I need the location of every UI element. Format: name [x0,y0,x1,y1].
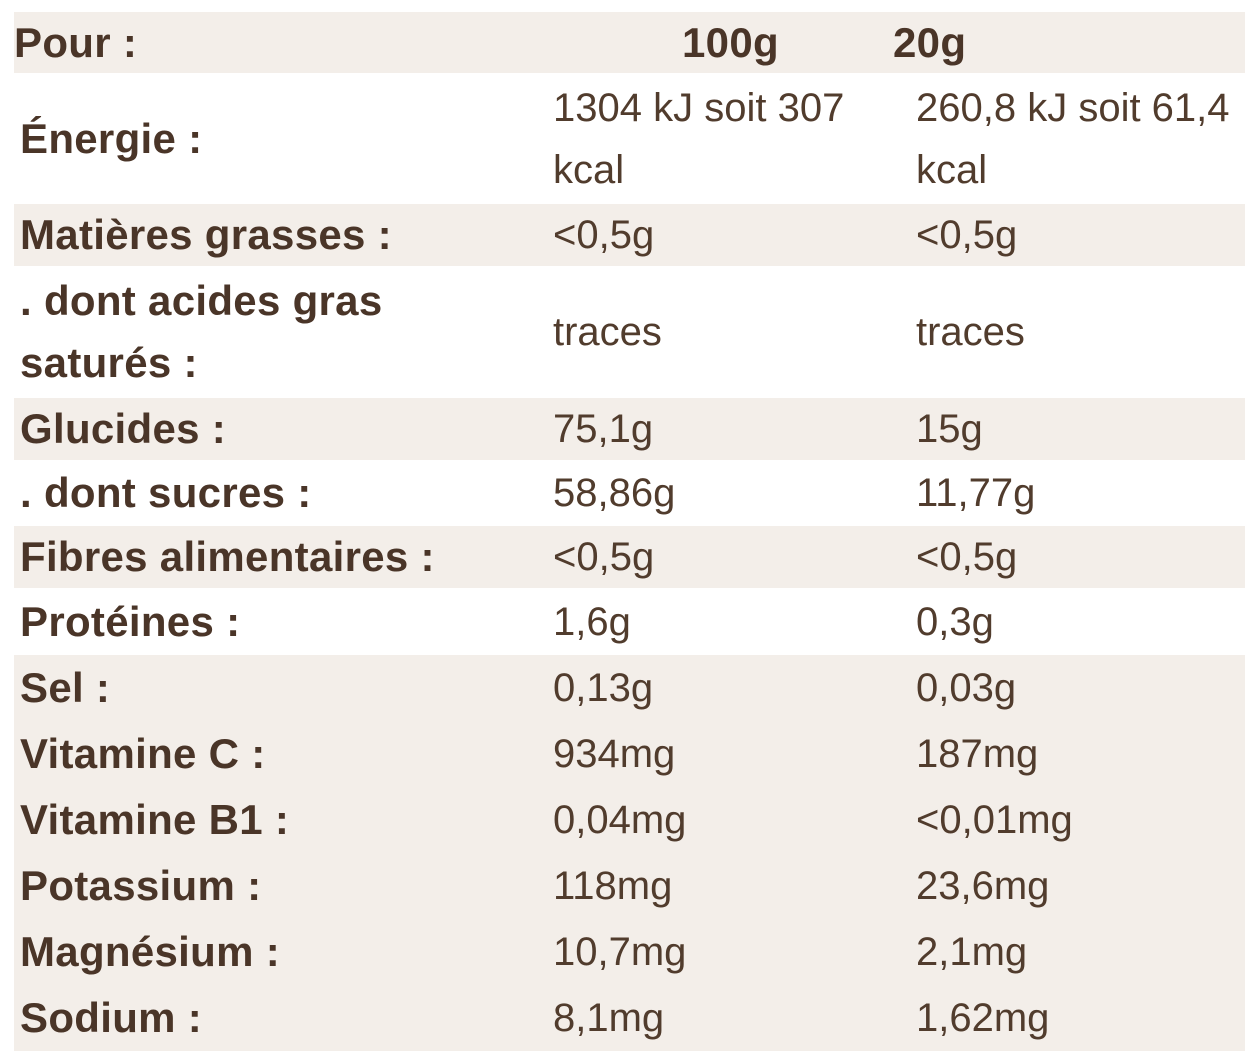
row-label: Vitamine C : [20,730,266,777]
row-label: Vitamine B1 : [20,796,290,843]
value-20g: 0,3g [916,599,994,644]
nutrition-table: Pour : 100g 20g Énergie : 1304 kJ soit 3… [14,12,1245,1051]
value-20g: <0,5g [916,213,1018,257]
value-20g: 1,62mg [916,996,1050,1040]
value-100g: 0,13g [553,666,654,710]
value-20g: 0,03g [916,666,1017,710]
value-100g: 0,04mg [553,798,687,842]
value-100g: 10,7mg [553,930,687,974]
value-20g: <0,5g [916,535,1018,579]
value-100g: traces [553,310,662,354]
table-row-vitamine-c: Vitamine C : 934mg 187mg [14,721,1245,787]
row-label: Sodium : [20,994,203,1041]
value-20g: 15g [916,407,983,451]
value-20g: 260,8 kJ soit 61,4 kcal [916,85,1230,192]
table-row-magnesium: Magnésium : 10,7mg 2,1mg [14,919,1245,985]
value-100g: 75,1g [553,407,654,451]
value-100g: 58,86g [553,471,676,515]
value-20g: 23,6mg [916,864,1050,908]
row-label: . dont sucres : [20,469,312,516]
row-label: Glucides : [20,405,227,452]
value-100g: 1304 kJ soit 307 kcal [553,85,845,192]
value-20g: traces [916,310,1025,354]
value-20g: 2,1mg [916,930,1028,974]
header-column-100g: 100g [682,19,779,66]
row-label: . dont acides gras saturés : [20,277,383,386]
row-label: Énergie : [20,114,203,162]
table-row-potassium: Potassium : 118mg 23,6mg [14,853,1245,919]
table-row-glucides: Glucides : 75,1g 15g [14,398,1245,460]
row-label: Potassium : [20,862,262,909]
table-header-row: Pour : 100g 20g [14,12,1245,73]
header-column-20g: 20g [893,19,967,66]
table-row-sel: Sel : 0,13g 0,03g [14,655,1245,721]
row-label: Magnésium : [20,928,280,975]
table-row-acides-gras-satures: . dont acides gras saturés : traces trac… [14,266,1245,398]
table-row-sodium: Sodium : 8,1mg 1,62mg [14,985,1245,1051]
row-label: Protéines : [20,597,241,645]
value-100g: 1,6g [553,599,631,644]
value-20g: 187mg [916,732,1039,776]
table-row-fibres: Fibres alimentaires : <0,5g <0,5g [14,526,1245,588]
table-row-dont-sucres: . dont sucres : 58,86g 11,77g [14,460,1245,526]
row-label: Fibres alimentaires : [20,533,435,580]
table-row-proteines: Protéines : 1,6g 0,3g [14,588,1245,655]
value-100g: 8,1mg [553,996,665,1040]
value-100g: 934mg [553,732,676,776]
header-label-pour: Pour : [14,19,138,66]
value-100g: 118mg [553,864,673,908]
value-100g: <0,5g [553,535,655,579]
table-row-energie: Énergie : 1304 kJ soit 307 kcal 260,8 kJ… [14,73,1245,204]
table-row-matieres-grasses: Matières grasses : <0,5g <0,5g [14,204,1245,266]
table-row-vitamine-b1: Vitamine B1 : 0,04mg <0,01mg [14,787,1245,853]
row-label: Matières grasses : [20,211,392,258]
value-20g: <0,01mg [916,798,1073,842]
value-100g: <0,5g [553,213,655,257]
value-20g: 11,77g [916,471,1036,515]
row-label: Sel : [20,664,111,711]
